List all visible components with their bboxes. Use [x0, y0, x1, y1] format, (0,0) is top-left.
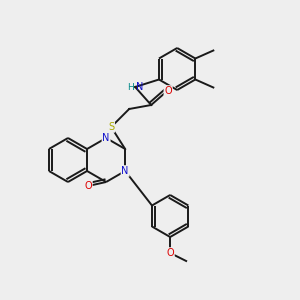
Text: N: N: [122, 166, 129, 176]
Text: S: S: [108, 122, 114, 132]
Text: O: O: [166, 248, 174, 258]
Text: O: O: [164, 86, 172, 96]
Text: N: N: [102, 133, 110, 143]
Text: N: N: [136, 82, 143, 92]
Text: H: H: [128, 82, 134, 91]
Text: O: O: [84, 181, 92, 191]
